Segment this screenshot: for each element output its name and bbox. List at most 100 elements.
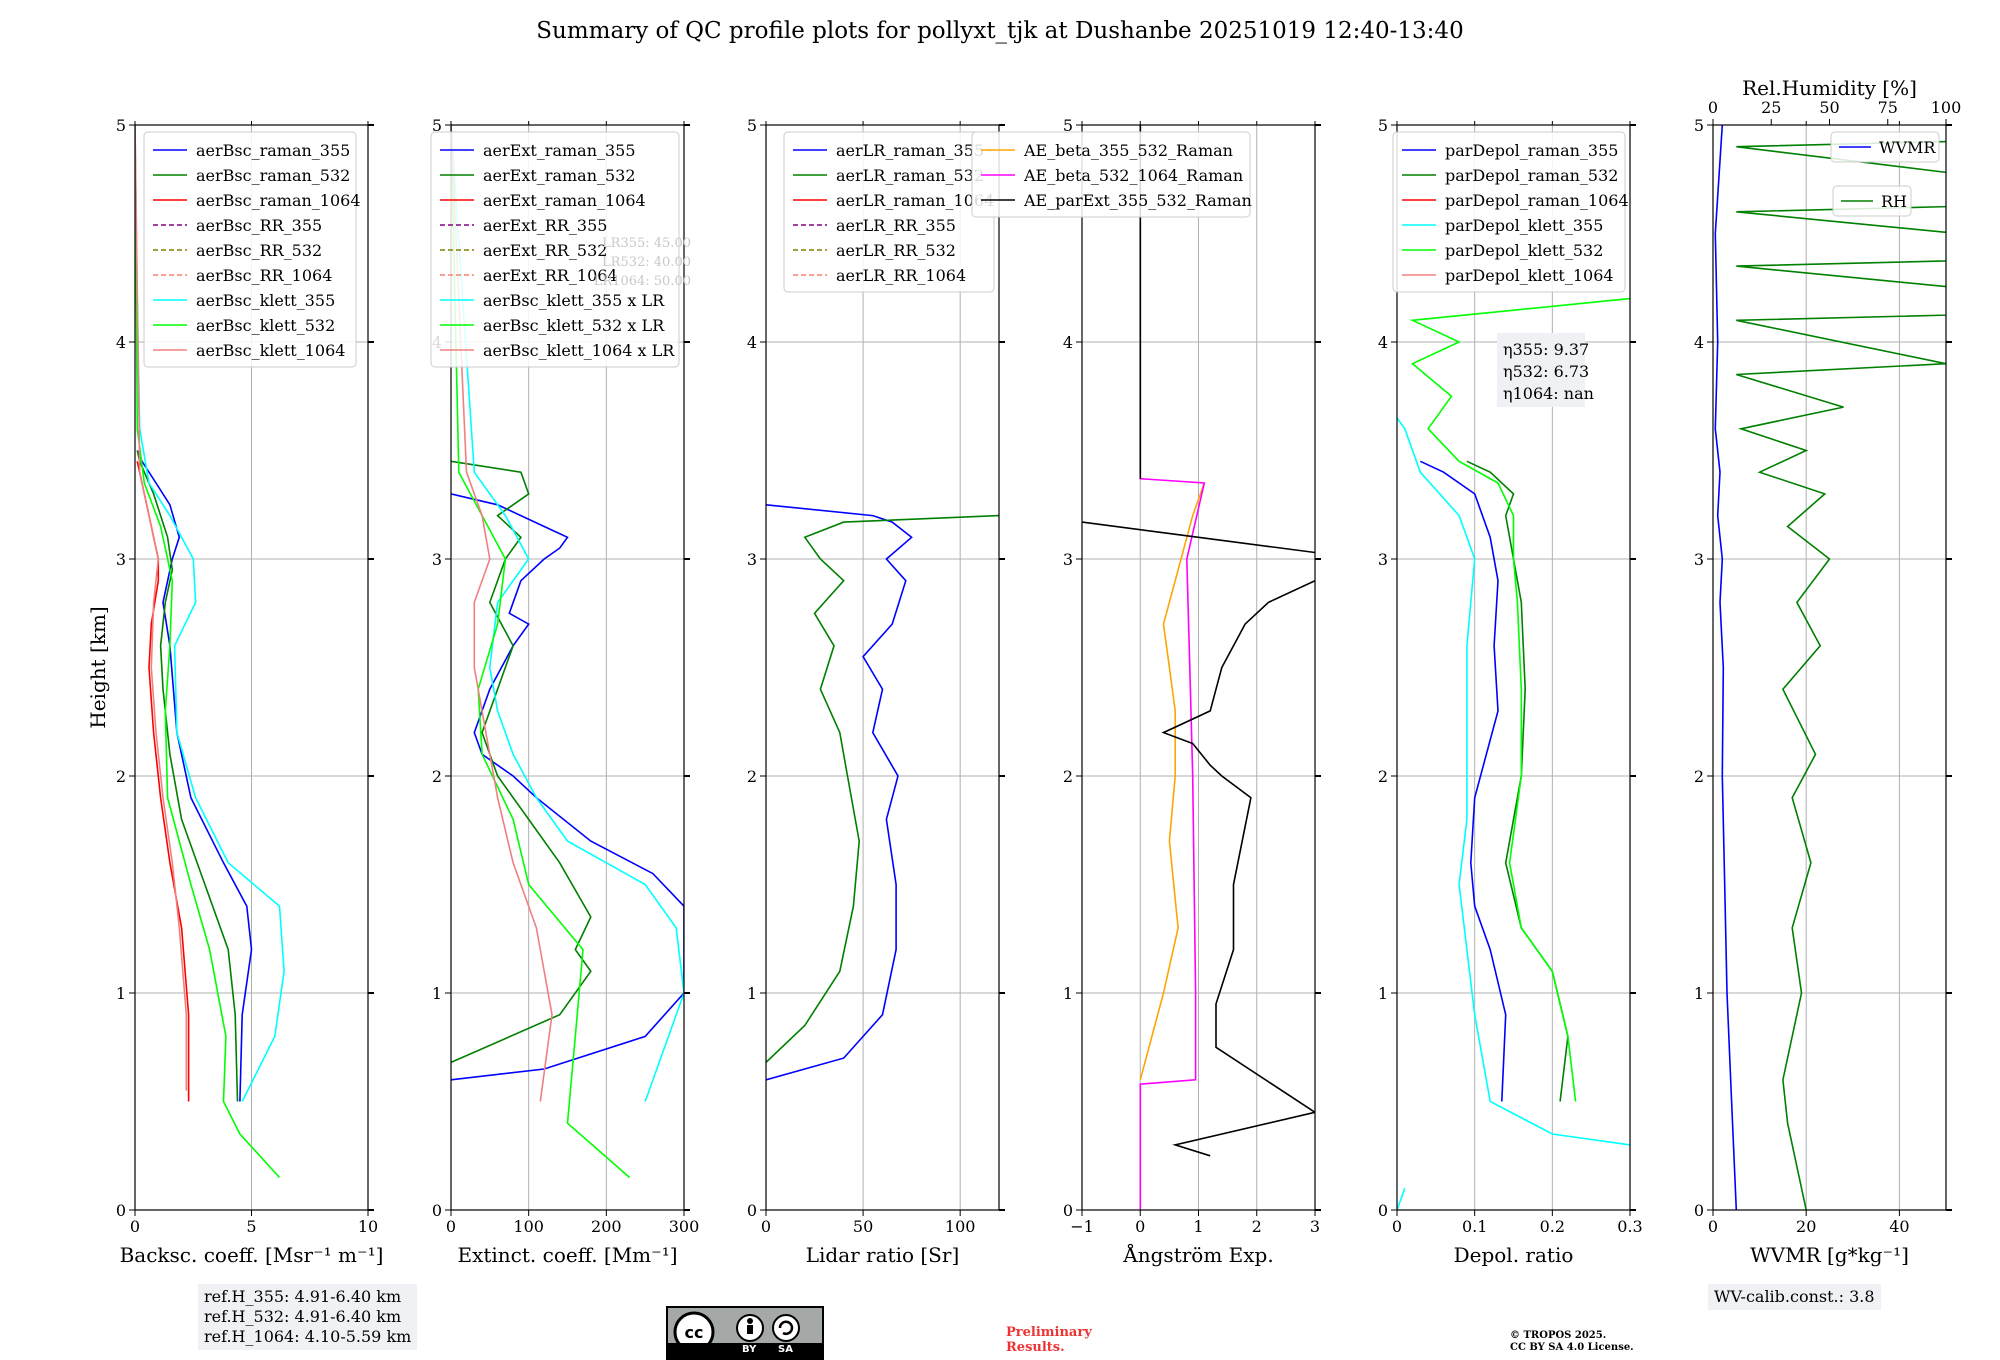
ref-height-355: ref.H_355: 4.91-6.40 km bbox=[204, 1287, 402, 1306]
series-line-AE_beta_355_532_Raman bbox=[1139, 482, 1206, 1081]
y-tick-label: 2 bbox=[116, 767, 126, 786]
y-tick-label: 1 bbox=[432, 984, 442, 1003]
x-axis-label: Depol. ratio bbox=[1454, 1243, 1574, 1267]
y-tick-label: 3 bbox=[432, 550, 442, 569]
lr-label: LR532: 40.00 bbox=[602, 255, 691, 270]
series-line-aerExt_raman_532 bbox=[451, 460, 592, 1064]
series-group bbox=[135, 125, 285, 1179]
cc-by-label: BY bbox=[742, 1344, 757, 1355]
y-tick-label: 1 bbox=[1378, 984, 1388, 1003]
axes-frame bbox=[765, 124, 1000, 1211]
x-axis-label: Ångström Exp. bbox=[1122, 1242, 1273, 1267]
x-tick-label: 5 bbox=[246, 1217, 256, 1236]
legend-label: aerExt_RR_532 bbox=[483, 241, 607, 260]
legend-label: aerBsc_klett_355 bbox=[196, 291, 335, 310]
y-tick-label: 1 bbox=[1063, 984, 1073, 1003]
series-line-aerBsc_klett_532 bbox=[135, 125, 281, 1179]
y-tick-label: 4 bbox=[116, 333, 126, 352]
preliminary-note: Preliminary Results. bbox=[1006, 1325, 1092, 1355]
x-tick-label: 3 bbox=[1310, 1217, 1320, 1236]
y-axis-label: Height [km] bbox=[86, 606, 110, 728]
legend-label: aerBsc_raman_1064 bbox=[196, 191, 361, 210]
legend-box bbox=[1830, 131, 1940, 163]
legend-label: AE_beta_532_1064_Raman bbox=[1023, 166, 1243, 185]
y-tick-label: 1 bbox=[747, 984, 757, 1003]
series-group bbox=[1397, 297, 1630, 1210]
y-tick-label: 2 bbox=[1063, 767, 1073, 786]
legend-label: RH bbox=[1881, 192, 1907, 211]
legend: WVMR RH bbox=[1830, 131, 1940, 217]
y-tick-label: 5 bbox=[1694, 116, 1704, 135]
legend: AE_beta_355_532_Raman AE_beta_532_1064_Ra… bbox=[971, 131, 1252, 218]
series-line-aerBsc_klett_355 bbox=[135, 125, 285, 1102]
series-line-aerLR_raman_355 bbox=[766, 504, 913, 1081]
legend-label: aerLR_raman_532 bbox=[836, 166, 984, 185]
y-tick-label: 2 bbox=[1378, 767, 1388, 786]
series-line-parDepol_raman_355 bbox=[1419, 460, 1507, 1102]
axes-frame bbox=[1396, 124, 1631, 1211]
series-line-aerExt_raman_355 bbox=[451, 493, 684, 1081]
panel-2: 0100200300012345Extinct. coeff. [Mm⁻¹]ae… bbox=[430, 116, 699, 1267]
y-tick-label: 4 bbox=[1378, 333, 1388, 352]
legend-label: parDepol_raman_532 bbox=[1445, 166, 1618, 185]
legend: parDepol_raman_355 parDepol_raman_532 parD… bbox=[1392, 131, 1629, 293]
y-tick-label: 5 bbox=[432, 116, 442, 135]
legend-label: aerBsc_raman_355 bbox=[196, 141, 350, 160]
legend-label: parDepol_klett_355 bbox=[1445, 216, 1603, 235]
legend-label: aerBsc_raman_532 bbox=[196, 166, 350, 185]
legend-label: aerBsc_klett_1064 bbox=[196, 341, 345, 360]
y-tick-label: 3 bbox=[1694, 550, 1704, 569]
top-x-tick-label: 0 bbox=[1708, 98, 1718, 117]
wv-calib-box: WV-calib.const.: 3.8 bbox=[1708, 1284, 1881, 1310]
preliminary-line-1: Preliminary bbox=[1006, 1325, 1092, 1340]
legend-label: aerLR_raman_355 bbox=[836, 141, 984, 160]
panel-6: 0 20 40 0 1 2 3 4 5 WVMR [g*kg⁻¹] 0 25 50 75 100 Rel.Hu… bbox=[1694, 76, 1962, 1267]
x-tick-label: 200 bbox=[591, 1217, 622, 1236]
cc-license-badge: cc BY SA bbox=[666, 1306, 824, 1360]
x-tick-label: 0 bbox=[446, 1217, 456, 1236]
y-tick-label: 0 bbox=[1378, 1201, 1388, 1220]
series-group bbox=[451, 125, 684, 1179]
legend-label: aerBsc_klett_532 bbox=[196, 316, 335, 335]
legend-box bbox=[1392, 131, 1626, 293]
legend-label: aerExt_raman_1064 bbox=[483, 191, 646, 210]
series-line-AE_parExt_355_532_Raman_upper bbox=[1082, 521, 1315, 554]
svg-text:cc: cc bbox=[685, 1323, 704, 1342]
cc-sa-label: SA bbox=[778, 1344, 793, 1355]
x-tick-label: 0 bbox=[1392, 1217, 1402, 1236]
y-tick-label: 1 bbox=[1694, 984, 1704, 1003]
legend-label: AE_beta_355_532_Raman bbox=[1023, 141, 1233, 160]
x-tick-label: 50 bbox=[853, 1217, 873, 1236]
series-line-AE_beta_532_1064_Raman bbox=[1139, 125, 1206, 1210]
legend-label: WVMR bbox=[1879, 138, 1936, 157]
legend-label: aerLR_RR_355 bbox=[836, 216, 956, 235]
y-tick-label: 4 bbox=[1694, 333, 1704, 352]
figure-title: Summary of QC profile plots for pollyxt_… bbox=[536, 18, 1464, 44]
y-tick-label: 1 bbox=[116, 984, 126, 1003]
copyright-note: © TROPOS 2025. CC BY SA 4.0 License. bbox=[1510, 1330, 1634, 1354]
series-line-parDepol_klett_355 bbox=[1397, 417, 1630, 1146]
x-tick-label: 20 bbox=[1796, 1217, 1816, 1236]
top-x-tick-label: 50 bbox=[1819, 98, 1839, 117]
series-group bbox=[766, 504, 999, 1081]
x-axis-label: Lidar ratio [Sr] bbox=[806, 1243, 960, 1267]
series-line-WVMR bbox=[1714, 125, 1738, 1210]
legend: aerBsc_raman_355 aerBsc_raman_532 aerBsc_r… bbox=[143, 131, 361, 368]
y-tick-label: 2 bbox=[1694, 767, 1704, 786]
x-tick-label: 0.1 bbox=[1462, 1217, 1487, 1236]
reference-height-box: ref.H_355: 4.91-6.40 km ref.H_532: 4.91-… bbox=[198, 1284, 418, 1350]
x-tick-label: 0.2 bbox=[1540, 1217, 1565, 1236]
y-tick-label: 2 bbox=[432, 767, 442, 786]
legend-label: parDepol_raman_355 bbox=[1445, 141, 1618, 160]
copyright-line-1: © TROPOS 2025. bbox=[1510, 1330, 1607, 1341]
y-tick-label: 0 bbox=[116, 1201, 126, 1220]
y-tick-label: 4 bbox=[747, 333, 757, 352]
cc-badge-bar: BY SA bbox=[668, 1343, 822, 1358]
y-tick-label: 5 bbox=[1378, 116, 1388, 135]
ref-height-1064: ref.H_1064: 4.10-5.59 km bbox=[204, 1327, 412, 1346]
legend-label: parDepol_raman_1064 bbox=[1445, 191, 1629, 210]
top-x-tick-label: 100 bbox=[1931, 98, 1962, 117]
legend-label: aerBsc_klett_355 x LR bbox=[483, 291, 665, 310]
